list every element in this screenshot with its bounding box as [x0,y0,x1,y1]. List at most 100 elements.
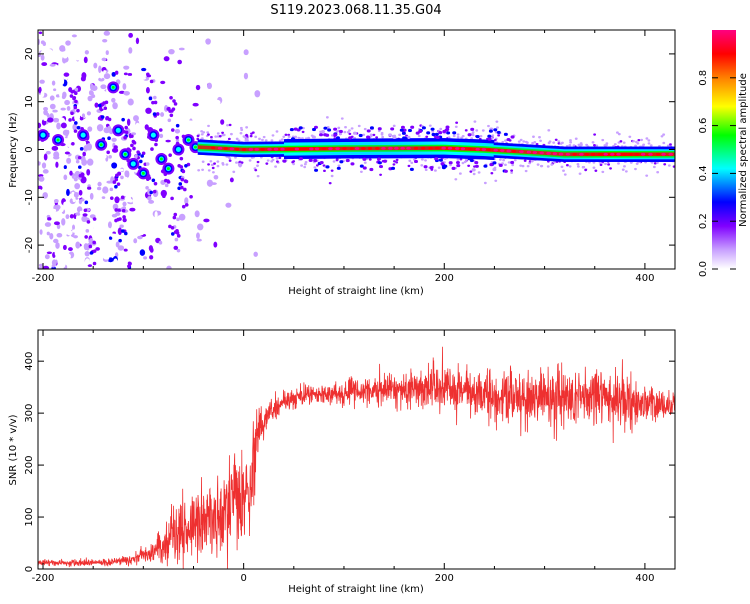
spectrogram-cell [53,151,60,159]
spectrogram-cell [63,72,70,77]
spectrogram-cell [59,204,65,213]
spectrogram-cell [117,245,125,251]
spectrogram-cell [149,247,154,253]
spectrogram-cell [376,157,381,161]
spectrogram-cell [327,146,329,151]
spectrogram-cell [206,145,209,150]
spectrogram-cell [289,127,294,132]
spectrogram-cell [304,161,308,164]
spectrogram-cell [264,147,267,152]
spectrogram-cell [95,40,101,45]
spectrogram-cell [380,133,384,136]
spectrogram-cell [79,46,85,53]
spectrogram-cell [369,167,374,172]
spectrogram-cell [221,131,224,134]
spectrogram-cell [610,152,615,156]
spectrogram-cell [141,67,147,72]
colorbar-tick-label: 0.6 [698,118,709,134]
spectrogram-cell [211,166,215,170]
spectrogram-cell [517,140,521,143]
spectrogram-cell [388,133,393,137]
spectrogram-cell [111,137,117,142]
spectrogram-cell [88,239,93,244]
spectrogram-cell [400,125,405,129]
spectrogram-cell [54,250,59,257]
spectrogram-cell [228,123,232,127]
spectrogram-cell [594,169,598,172]
spectrogram-cell [60,152,66,159]
spectrogram-cell [624,170,628,173]
spectrogram-cell [526,150,532,154]
spectrogram-cell [83,208,88,213]
spectrogram-cell [519,150,524,154]
spectrogram-cell [115,173,119,178]
spectrogram-cell [463,160,467,164]
spectrogram-cell [235,137,239,141]
spectrogram-cell [148,96,153,101]
spectrogram-cell [266,159,270,162]
spectrogram-cell [660,135,664,138]
spectrogram-cell [337,164,341,167]
spectrogram-cell [81,215,88,223]
spectrogram-cell [73,47,78,55]
spectrogram-cell [256,164,259,167]
spectrogram-cell [111,213,118,218]
spectrogram-cell [420,164,424,167]
spectrogram-cell [546,151,551,155]
spectrogram-cell [465,147,468,151]
spectrogram-cell [95,247,100,251]
spectrogram-cell [415,131,420,135]
spectrogram-cell [80,132,86,138]
snr-y-ticks: 0 100 200 300 400 [24,352,675,572]
spectrogram-cell [43,153,48,161]
spectrogram-cell [243,72,249,80]
spectrogram-cell [373,146,376,151]
spectrogram-cell [377,127,382,131]
spectrogram-cell [132,200,137,205]
spectrogram-cell [152,112,157,116]
spectrogram-cell [91,174,96,182]
spectrogram-cell [251,131,255,134]
spectrogram-cell [504,148,507,153]
spectrogram-cell [74,121,78,125]
spectrogram-cell [271,158,275,162]
spectrogram-cell [246,147,249,152]
spectrogram-cell [61,31,68,36]
spectrogram-cell [584,168,588,172]
spectrogram-cell [535,143,539,146]
spectrogram-cell [111,147,119,153]
spectrogram-cell [474,160,479,165]
spectrogram-cell [591,152,596,156]
spectrogram-cell [303,165,307,169]
spectrogram-cell [77,165,82,169]
spectrogram-cell [588,152,591,157]
spectrogram-cell [176,248,181,253]
spectrogram-cell [417,146,420,151]
spectrogram-cell [73,105,78,110]
spectrogram-cell [271,147,274,152]
spectrogram-cell [112,102,118,110]
spectrogram-cell [56,232,63,238]
spectrogram-cell [77,265,84,269]
spectrogram-cell [620,152,622,157]
spectrogram-cell [517,149,520,154]
spectrogram-cell [123,231,128,236]
spectrogram-cell [438,158,443,162]
spectrogram-cell [372,146,375,151]
spectrogram-cell [38,53,42,58]
x-tick-label: 200 [435,573,454,584]
spectrogram-cell [58,130,63,135]
spectrogram-cell [43,106,49,111]
spectrogram-cell [100,115,105,119]
spectrogram-cell [238,160,242,164]
spectrogram-cell [645,174,649,177]
spectrogram-cell [411,146,414,151]
spectrogram-cell [120,175,124,180]
spectrogram-cell [621,152,623,157]
spectrogram-cell [193,106,197,112]
spectrogram-cell [413,146,418,150]
spectrogram-cell [65,40,71,46]
spectrogram-cell [646,152,648,157]
spectrogram-cell [519,164,523,167]
spectrogram-cell [274,165,277,168]
